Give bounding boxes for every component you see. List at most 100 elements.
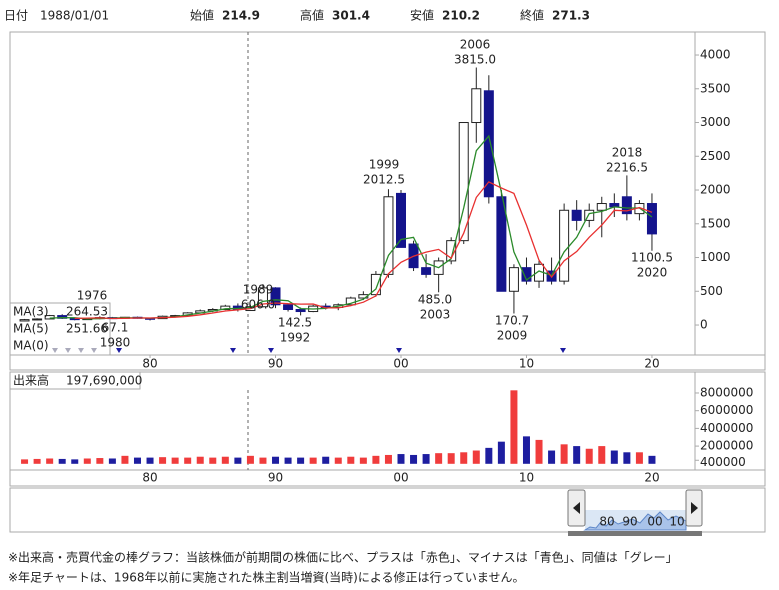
volume-bar bbox=[560, 444, 568, 464]
y-tick-label: 500 bbox=[700, 284, 723, 298]
arrow-right bbox=[691, 502, 698, 514]
arrow-left bbox=[573, 502, 580, 514]
volume-bar bbox=[372, 455, 380, 464]
field-value: 271.3 bbox=[552, 9, 590, 23]
event-marker bbox=[268, 348, 274, 353]
legend-name: MA(5) bbox=[13, 322, 49, 336]
annotation: 1100.5 bbox=[631, 251, 673, 265]
legend-value: 251.66 bbox=[66, 322, 108, 336]
volume-bar bbox=[71, 459, 79, 464]
annotation: 1989 bbox=[243, 283, 274, 297]
volume-bar bbox=[83, 458, 91, 464]
y-tick-label: 3000 bbox=[700, 115, 731, 129]
event-marker bbox=[52, 348, 58, 353]
volume-bar bbox=[548, 450, 556, 464]
y-tick-label: 2000 bbox=[700, 183, 731, 197]
field-value: 301.4 bbox=[332, 9, 370, 23]
candle-body bbox=[270, 287, 281, 306]
x-tick-label: 10 bbox=[519, 471, 534, 485]
volume-bar bbox=[96, 458, 104, 464]
legend-value: 264.53 bbox=[66, 305, 108, 319]
date-value: 1988/01/01 bbox=[40, 9, 109, 23]
volume-bar bbox=[460, 452, 468, 464]
x-tick-label: 10 bbox=[519, 357, 534, 371]
volume-bar bbox=[397, 454, 405, 464]
legend-name: MA(3) bbox=[13, 305, 49, 319]
volume-bar bbox=[246, 455, 254, 464]
volume-bar bbox=[585, 448, 593, 464]
volume-bar bbox=[221, 456, 229, 464]
volume-bar bbox=[259, 457, 267, 464]
x-tick-label: 90 bbox=[268, 357, 283, 371]
volume-label-box bbox=[9, 371, 141, 390]
x-tick-label: 20 bbox=[644, 357, 659, 371]
annotation: 1980 bbox=[100, 336, 131, 350]
volume-bar bbox=[485, 447, 493, 464]
volume-bar bbox=[171, 457, 179, 464]
annotation: 606.0 bbox=[241, 298, 275, 312]
x-tick-label: 00 bbox=[393, 357, 408, 371]
navigator-scrollbar[interactable] bbox=[568, 531, 702, 536]
candle-body bbox=[496, 196, 507, 292]
y-tick-label: 8000000 bbox=[700, 385, 753, 399]
volume-bar bbox=[58, 458, 66, 464]
y-tick-label: 400000 bbox=[700, 455, 746, 469]
candle-body bbox=[646, 203, 657, 235]
volume-bar bbox=[184, 457, 192, 464]
legend-box bbox=[9, 302, 111, 356]
volume-bar bbox=[309, 457, 317, 464]
footnote: ※年足チャートは、1968年以前に実施された株主割当増資(当時)による修正は行っ… bbox=[8, 570, 525, 585]
volume-bar bbox=[422, 454, 430, 464]
volume-bar bbox=[497, 441, 505, 464]
y-tick-label: 4000000 bbox=[700, 421, 753, 435]
footnote: ※出来高・売買代金の棒グラフ：当該株価が前期間の株価に比べ、プラスは「赤色」、マ… bbox=[8, 550, 678, 565]
volume-bar bbox=[648, 455, 656, 464]
y-tick-label: 1000 bbox=[700, 250, 731, 264]
volume-bar bbox=[384, 454, 392, 464]
candle-body bbox=[584, 209, 595, 221]
volume-bar bbox=[46, 458, 54, 464]
field-label: 安値 bbox=[410, 8, 434, 23]
annotation: 67.1 bbox=[102, 321, 129, 335]
annotation: 142.5 bbox=[278, 316, 312, 330]
candle-body bbox=[559, 209, 570, 282]
candle-body bbox=[508, 267, 519, 292]
volume-bar bbox=[635, 452, 643, 464]
volume-bar bbox=[610, 450, 618, 464]
volume-bar bbox=[272, 456, 280, 464]
annotation: 170.7 bbox=[495, 314, 529, 328]
candle-body bbox=[421, 267, 432, 275]
annotation: 1976 bbox=[77, 289, 108, 303]
volume-bar bbox=[334, 457, 342, 464]
candle-body bbox=[19, 319, 30, 322]
volume-bar bbox=[435, 453, 443, 464]
volume-bar bbox=[121, 455, 129, 464]
volume-bar bbox=[522, 436, 530, 464]
x-tick-label: 00 bbox=[393, 471, 408, 485]
volume-bar bbox=[322, 456, 330, 464]
volume-bar bbox=[623, 452, 631, 464]
volume-bar bbox=[510, 390, 518, 464]
x-tick-label: 20 bbox=[644, 471, 659, 485]
event-marker bbox=[65, 348, 71, 353]
volume-bar bbox=[133, 457, 141, 464]
volume-bar bbox=[159, 457, 167, 464]
y-tick-label: 4000 bbox=[700, 48, 731, 62]
y-tick-label: 6000000 bbox=[700, 403, 753, 417]
volume-title: 出来高 bbox=[13, 373, 49, 388]
candle-body bbox=[571, 209, 582, 221]
annotation: 1992 bbox=[280, 331, 311, 345]
annotation: 2003 bbox=[420, 308, 451, 322]
volume-bar bbox=[472, 450, 480, 464]
volume-bar bbox=[535, 439, 543, 464]
field-value: 210.2 bbox=[442, 9, 480, 23]
navigator-label: 00 bbox=[647, 515, 662, 529]
volume-bar bbox=[284, 457, 292, 464]
event-marker bbox=[396, 348, 402, 353]
field-label: 高値 bbox=[300, 8, 324, 23]
y-tick-label: 0 bbox=[700, 318, 708, 332]
y-tick-label: 2000000 bbox=[700, 439, 753, 453]
candle-body bbox=[521, 267, 532, 282]
field-label: 始値 bbox=[190, 8, 214, 23]
volume-bar bbox=[410, 454, 418, 464]
